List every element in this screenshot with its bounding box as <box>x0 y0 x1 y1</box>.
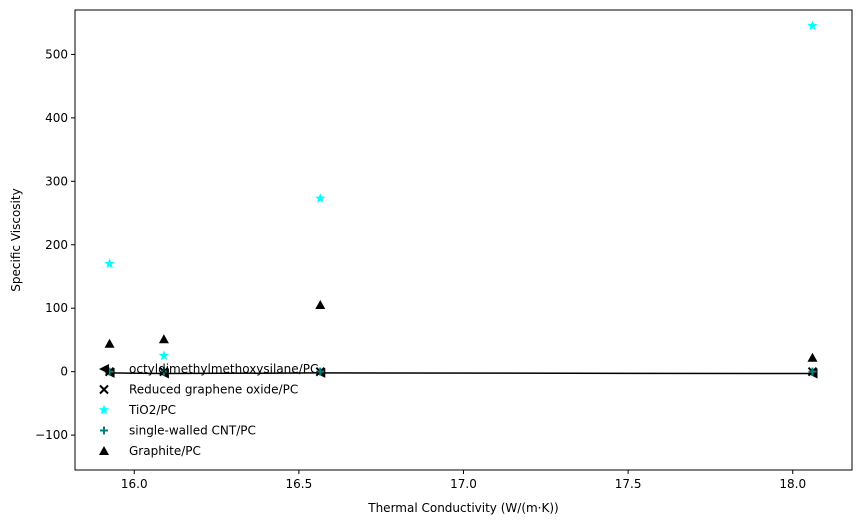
legend-label: TiO2/PC <box>128 403 176 417</box>
y-tick-label: 500 <box>45 47 68 61</box>
legend-marker <box>99 446 109 455</box>
y-tick-label: −100 <box>35 428 68 442</box>
y-tick-label: 0 <box>60 365 68 379</box>
data-point <box>315 192 326 203</box>
legend-item: single-walled CNT/PC <box>100 424 256 438</box>
data-point <box>808 367 817 376</box>
y-tick-label: 300 <box>45 174 68 188</box>
data-point <box>104 338 115 348</box>
legend-marker <box>98 404 110 415</box>
x-tick-label: 18.0 <box>779 477 806 491</box>
data-point <box>159 367 168 376</box>
y-tick-label: 400 <box>45 111 68 125</box>
y-tick-label: 100 <box>45 301 68 315</box>
y-axis-label: Specific Viscosity <box>9 188 23 291</box>
series-4 <box>104 300 818 362</box>
series-2 <box>104 20 818 361</box>
x-tick-label: 17.5 <box>615 477 642 491</box>
legend-marker <box>99 384 109 395</box>
series-line <box>109 372 813 375</box>
data-point <box>158 334 169 344</box>
legend-item: octyldimethylmethoxysilane/PC <box>99 362 318 376</box>
data-point <box>315 300 326 310</box>
data-point <box>807 352 818 362</box>
data-point <box>104 258 115 269</box>
legend-label: Reduced graphene oxide/PC <box>129 383 298 397</box>
legend-marker <box>100 426 108 435</box>
legend-label: Graphite/PC <box>129 444 201 458</box>
x-axis-label: Thermal Conductivity (W/(m·K)) <box>367 501 558 515</box>
y-tick-label: 200 <box>45 238 68 252</box>
legend-label: octyldimethylmethoxysilane/PC <box>129 362 318 376</box>
legend-item: Reduced graphene oxide/PC <box>99 383 298 397</box>
legend-item: Graphite/PC <box>99 444 201 458</box>
legend-marker <box>99 364 109 374</box>
x-tick-label: 17.0 <box>450 477 477 491</box>
x-tick-label: 16.5 <box>286 477 313 491</box>
y-axis: −100 0 100 200 300 400 500 <box>35 47 75 442</box>
data-point <box>316 367 325 376</box>
x-tick-label: 16.0 <box>121 477 148 491</box>
data-point <box>807 20 818 31</box>
data-point <box>158 350 170 361</box>
x-axis: 16.0 16.5 17.0 17.5 18.0 <box>121 470 806 491</box>
legend-item: TiO2/PC <box>98 403 176 417</box>
plot-frame <box>74 9 853 471</box>
legend-label: single-walled CNT/PC <box>129 424 256 438</box>
legend: octyldimethylmethoxysilane/PC Reduced gra… <box>98 362 318 458</box>
plot-marks <box>104 20 818 379</box>
